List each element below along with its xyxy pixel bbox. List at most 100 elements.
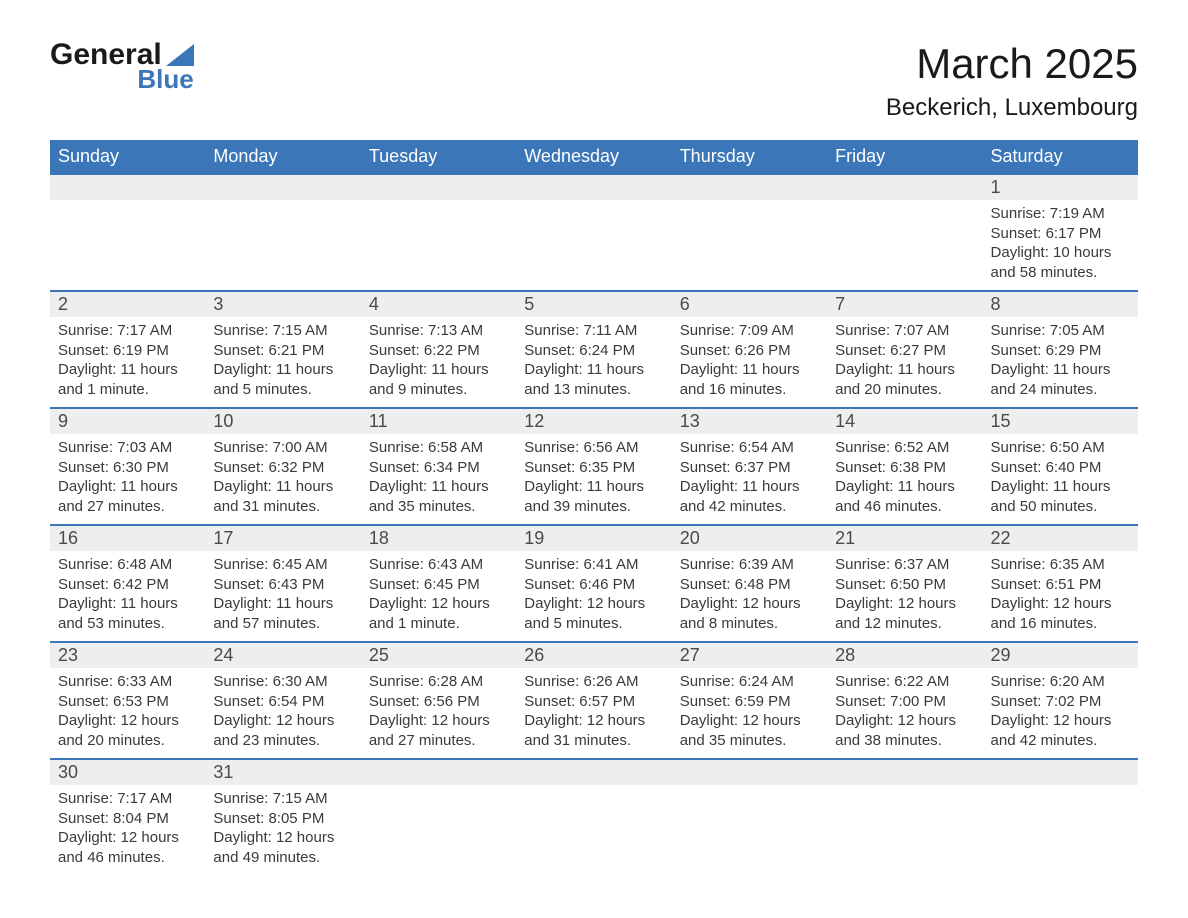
day-detail-line: and 35 minutes. — [680, 731, 819, 751]
day-detail-line: Daylight: 11 hours — [369, 477, 508, 497]
day-detail-line: Daylight: 11 hours — [213, 594, 352, 614]
day-details: Sunrise: 7:19 AMSunset: 6:17 PMDaylight:… — [983, 200, 1138, 291]
day-number: 6 — [672, 291, 827, 317]
day-details: Sunrise: 7:09 AMSunset: 6:26 PMDaylight:… — [672, 317, 827, 408]
day-detail-line: Daylight: 12 hours — [58, 711, 197, 731]
logo: General Blue — [50, 40, 194, 92]
day-detail-line: and 42 minutes. — [991, 731, 1130, 751]
day-details — [361, 200, 516, 291]
day-details: Sunrise: 6:43 AMSunset: 6:45 PMDaylight:… — [361, 551, 516, 642]
day-details: Sunrise: 6:33 AMSunset: 6:53 PMDaylight:… — [50, 668, 205, 759]
day-detail-line: Sunset: 6:19 PM — [58, 341, 197, 361]
day-detail-line: Sunset: 8:05 PM — [213, 809, 352, 829]
day-details — [827, 785, 982, 875]
day-number: 22 — [983, 525, 1138, 551]
day-details — [516, 785, 671, 875]
day-detail-line: Daylight: 12 hours — [369, 594, 508, 614]
day-detail-line: Daylight: 11 hours — [835, 360, 974, 380]
day-number-row: 3031 — [50, 759, 1138, 785]
day-number: 31 — [205, 759, 360, 785]
day-number: 24 — [205, 642, 360, 668]
day-detail-line: and 50 minutes. — [991, 497, 1130, 517]
day-details: Sunrise: 7:07 AMSunset: 6:27 PMDaylight:… — [827, 317, 982, 408]
day-number — [983, 759, 1138, 785]
day-detail-line: and 35 minutes. — [369, 497, 508, 517]
day-detail-line: Daylight: 11 hours — [835, 477, 974, 497]
day-detail-line: Daylight: 12 hours — [213, 828, 352, 848]
day-detail-line: Sunset: 6:35 PM — [524, 458, 663, 478]
day-detail-line: Sunrise: 6:33 AM — [58, 672, 197, 692]
day-number — [672, 174, 827, 200]
day-details: Sunrise: 7:15 AMSunset: 8:05 PMDaylight:… — [205, 785, 360, 875]
day-number: 19 — [516, 525, 671, 551]
weekday-header: Friday — [827, 140, 982, 174]
day-detail-line: Sunset: 6:22 PM — [369, 341, 508, 361]
day-details: Sunrise: 6:39 AMSunset: 6:48 PMDaylight:… — [672, 551, 827, 642]
day-detail-line: Daylight: 12 hours — [369, 711, 508, 731]
day-detail-line: Daylight: 12 hours — [524, 711, 663, 731]
day-details: Sunrise: 6:35 AMSunset: 6:51 PMDaylight:… — [983, 551, 1138, 642]
day-detail-line: Sunset: 6:57 PM — [524, 692, 663, 712]
day-detail-line: Sunrise: 7:13 AM — [369, 321, 508, 341]
day-detail-line: Daylight: 12 hours — [680, 711, 819, 731]
day-detail-line: and 46 minutes. — [58, 848, 197, 868]
day-number: 15 — [983, 408, 1138, 434]
day-details — [827, 200, 982, 291]
day-detail-line: Daylight: 12 hours — [835, 594, 974, 614]
day-number — [827, 759, 982, 785]
day-details — [50, 200, 205, 291]
day-detail-line: Sunrise: 7:11 AM — [524, 321, 663, 341]
day-number: 17 — [205, 525, 360, 551]
day-detail-line: Sunset: 6:53 PM — [58, 692, 197, 712]
day-detail-line: Sunset: 6:29 PM — [991, 341, 1130, 361]
day-detail-line: and 46 minutes. — [835, 497, 974, 517]
weekday-header: Thursday — [672, 140, 827, 174]
day-detail-line: Sunrise: 6:43 AM — [369, 555, 508, 575]
day-details: Sunrise: 6:41 AMSunset: 6:46 PMDaylight:… — [516, 551, 671, 642]
day-number: 29 — [983, 642, 1138, 668]
weekday-header: Monday — [205, 140, 360, 174]
day-detail-line: and 53 minutes. — [58, 614, 197, 634]
day-detail-line: Sunrise: 6:39 AM — [680, 555, 819, 575]
weekday-header: Saturday — [983, 140, 1138, 174]
day-detail-line: Sunrise: 6:45 AM — [213, 555, 352, 575]
day-number: 7 — [827, 291, 982, 317]
day-number: 16 — [50, 525, 205, 551]
day-number — [672, 759, 827, 785]
day-detail-line: Sunrise: 6:28 AM — [369, 672, 508, 692]
day-number: 13 — [672, 408, 827, 434]
day-detail-line: and 31 minutes. — [524, 731, 663, 751]
day-detail-line: Sunrise: 7:03 AM — [58, 438, 197, 458]
day-number: 9 — [50, 408, 205, 434]
day-detail-line: Sunrise: 7:17 AM — [58, 789, 197, 809]
day-detail-line: and 24 minutes. — [991, 380, 1130, 400]
day-detail-line: Daylight: 12 hours — [680, 594, 819, 614]
day-detail-line: and 20 minutes. — [835, 380, 974, 400]
day-detail-line: and 20 minutes. — [58, 731, 197, 751]
day-detail-line: Sunset: 6:30 PM — [58, 458, 197, 478]
day-detail-line: Daylight: 12 hours — [991, 711, 1130, 731]
day-details: Sunrise: 6:56 AMSunset: 6:35 PMDaylight:… — [516, 434, 671, 525]
day-detail-line: and 38 minutes. — [835, 731, 974, 751]
day-detail-row: Sunrise: 7:03 AMSunset: 6:30 PM Daylight:… — [50, 434, 1138, 525]
day-detail-line: Sunset: 6:38 PM — [835, 458, 974, 478]
day-detail-line: and 27 minutes. — [369, 731, 508, 751]
day-detail-line: Sunset: 6:24 PM — [524, 341, 663, 361]
day-detail-line: Sunrise: 6:48 AM — [58, 555, 197, 575]
day-details: Sunrise: 6:28 AMSunset: 6:56 PMDaylight:… — [361, 668, 516, 759]
day-detail-line: and 1 minute. — [369, 614, 508, 634]
day-detail-line: Sunset: 7:02 PM — [991, 692, 1130, 712]
day-details: Sunrise: 7:05 AMSunset: 6:29 PMDaylight:… — [983, 317, 1138, 408]
day-detail-line: and 13 minutes. — [524, 380, 663, 400]
day-number: 26 — [516, 642, 671, 668]
day-number-row: 1 — [50, 174, 1138, 200]
day-detail-line: Sunrise: 6:24 AM — [680, 672, 819, 692]
day-details: Sunrise: 6:37 AMSunset: 6:50 PMDaylight:… — [827, 551, 982, 642]
day-details: Sunrise: 7:15 AMSunset: 6:21 PMDaylight:… — [205, 317, 360, 408]
day-detail-line: Daylight: 11 hours — [58, 360, 197, 380]
month-title: March 2025 — [886, 40, 1138, 88]
day-detail-line: Daylight: 11 hours — [369, 360, 508, 380]
day-number-row: 9101112131415 — [50, 408, 1138, 434]
day-detail-line: Daylight: 11 hours — [213, 360, 352, 380]
day-detail-line: and 27 minutes. — [58, 497, 197, 517]
